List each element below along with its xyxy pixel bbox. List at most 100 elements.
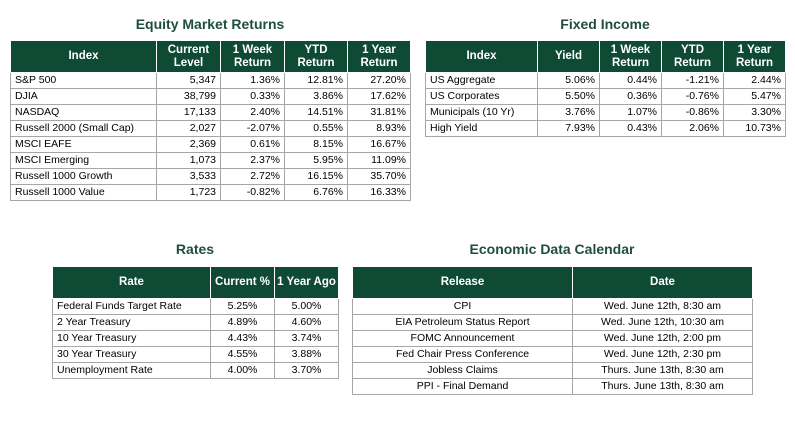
week-return: 1.07% [599, 104, 662, 121]
table-row: US Corporates 5.50% 0.36% -0.76% 5.47% [425, 88, 786, 105]
table-row: Russell 1000 Value 1,723 -0.82% 6.76% 16… [10, 184, 411, 201]
year-return: 10.73% [723, 120, 786, 137]
table-row: EIA Petroleum Status Report Wed. June 12… [352, 314, 753, 331]
rate-name: Federal Funds Target Rate [52, 298, 211, 315]
column-header: YTD Return [661, 40, 724, 73]
current-level: 1,723 [156, 184, 221, 201]
column-header: 1 Week Return [220, 40, 285, 73]
ytd-return: 5.95% [284, 152, 348, 169]
table-row: S&P 500 5,347 1.36% 12.81% 27.20% [10, 72, 411, 89]
column-header: 1 Year Return [723, 40, 786, 73]
table-row: DJIA 38,799 0.33% 3.86% 17.62% [10, 88, 411, 105]
index-name: Russell 2000 (Small Cap) [10, 120, 157, 137]
calendar-title: Economic Data Calendar [469, 241, 635, 257]
year-return: 16.67% [347, 136, 411, 153]
table-row: MSCI Emerging 1,073 2.37% 5.95% 11.09% [10, 152, 411, 169]
index-name: DJIA [10, 88, 157, 105]
column-header: Release [352, 266, 573, 299]
fixed-income-title: Fixed Income [560, 16, 650, 32]
index-name: MSCI Emerging [10, 152, 157, 169]
index-name: S&P 500 [10, 72, 157, 89]
week-return: 1.36% [220, 72, 285, 89]
rates-table: Rate Current % 1 Year Ago Federal Funds … [52, 266, 339, 379]
table-row: Unemployment Rate 4.00% 3.70% [52, 362, 339, 379]
yield: 5.50% [537, 88, 600, 105]
release-date: Thurs. June 13th, 8:30 am [572, 362, 753, 379]
index-name: Municipals (10 Yr) [425, 104, 538, 121]
year-ago-rate: 4.60% [274, 314, 339, 331]
release-date: Wed. June 12th, 2:30 pm [572, 346, 753, 363]
column-header: Rate [52, 266, 211, 299]
release-name: FOMC Announcement [352, 330, 573, 347]
column-header: Current Level [156, 40, 221, 73]
year-return: 11.09% [347, 152, 411, 169]
table-row: PPI - Final Demand Thurs. June 13th, 8:3… [352, 378, 753, 395]
rate-name: Unemployment Rate [52, 362, 211, 379]
rates-title: Rates [175, 241, 215, 257]
ytd-return: 2.06% [661, 120, 724, 137]
column-header: Current % [210, 266, 275, 299]
table-row: Jobless Claims Thurs. June 13th, 8:30 am [352, 362, 753, 379]
current-rate: 5.25% [210, 298, 275, 315]
equity-title: Equity Market Returns [135, 16, 285, 32]
column-header: 1 Week Return [599, 40, 662, 73]
current-level: 2,369 [156, 136, 221, 153]
table-row: NASDAQ 17,133 2.40% 14.51% 31.81% [10, 104, 411, 121]
table-row: Russell 1000 Growth 3,533 2.72% 16.15% 3… [10, 168, 411, 185]
index-name: US Aggregate [425, 72, 538, 89]
column-header: Index [425, 40, 538, 73]
release-name: Fed Chair Press Conference [352, 346, 573, 363]
week-return: -0.82% [220, 184, 285, 201]
table-row: 30 Year Treasury 4.55% 3.88% [52, 346, 339, 363]
column-header: YTD Return [284, 40, 348, 73]
current-level: 3,533 [156, 168, 221, 185]
column-header: Date [572, 266, 753, 299]
table-row: 2 Year Treasury 4.89% 4.60% [52, 314, 339, 331]
release-name: PPI - Final Demand [352, 378, 573, 395]
table-row: Russell 2000 (Small Cap) 2,027 -2.07% 0.… [10, 120, 411, 137]
year-return: 16.33% [347, 184, 411, 201]
week-return: -2.07% [220, 120, 285, 137]
week-return: 0.36% [599, 88, 662, 105]
table-row: High Yield 7.93% 0.43% 2.06% 10.73% [425, 120, 786, 137]
column-header: 1 Year Ago [274, 266, 339, 299]
current-level: 1,073 [156, 152, 221, 169]
week-return: 0.44% [599, 72, 662, 89]
week-return: 2.37% [220, 152, 285, 169]
current-level: 5,347 [156, 72, 221, 89]
ytd-return: -0.76% [661, 88, 724, 105]
release-name: Jobless Claims [352, 362, 573, 379]
ytd-return: 14.51% [284, 104, 348, 121]
rates-header-row: Rate Current % 1 Year Ago [52, 266, 339, 299]
year-return: 27.20% [347, 72, 411, 89]
table-row: MSCI EAFE 2,369 0.61% 8.15% 16.67% [10, 136, 411, 153]
index-name: NASDAQ [10, 104, 157, 121]
fixed-income-table: Index Yield 1 Week Return YTD Return 1 Y… [425, 40, 786, 137]
index-name: High Yield [425, 120, 538, 137]
table-row: US Aggregate 5.06% 0.44% -1.21% 2.44% [425, 72, 786, 89]
fixed-income-header-row: Index Yield 1 Week Return YTD Return 1 Y… [425, 40, 786, 73]
rate-name: 2 Year Treasury [52, 314, 211, 331]
current-rate: 4.89% [210, 314, 275, 331]
release-name: EIA Petroleum Status Report [352, 314, 573, 331]
release-date: Thurs. June 13th, 8:30 am [572, 378, 753, 395]
yield: 3.76% [537, 104, 600, 121]
year-ago-rate: 3.74% [274, 330, 339, 347]
equity-header-row: Index Current Level 1 Week Return YTD Re… [10, 40, 411, 73]
current-rate: 4.55% [210, 346, 275, 363]
column-header: 1 Year Return [347, 40, 411, 73]
table-row: Federal Funds Target Rate 5.25% 5.00% [52, 298, 339, 315]
yield: 5.06% [537, 72, 600, 89]
current-level: 38,799 [156, 88, 221, 105]
ytd-return: 12.81% [284, 72, 348, 89]
year-return: 8.93% [347, 120, 411, 137]
column-header: Index [10, 40, 157, 73]
ytd-return: 8.15% [284, 136, 348, 153]
index-name: MSCI EAFE [10, 136, 157, 153]
table-row: Municipals (10 Yr) 3.76% 1.07% -0.86% 3.… [425, 104, 786, 121]
year-return: 2.44% [723, 72, 786, 89]
ytd-return: 6.76% [284, 184, 348, 201]
current-level: 2,027 [156, 120, 221, 137]
current-rate: 4.00% [210, 362, 275, 379]
year-return: 35.70% [347, 168, 411, 185]
